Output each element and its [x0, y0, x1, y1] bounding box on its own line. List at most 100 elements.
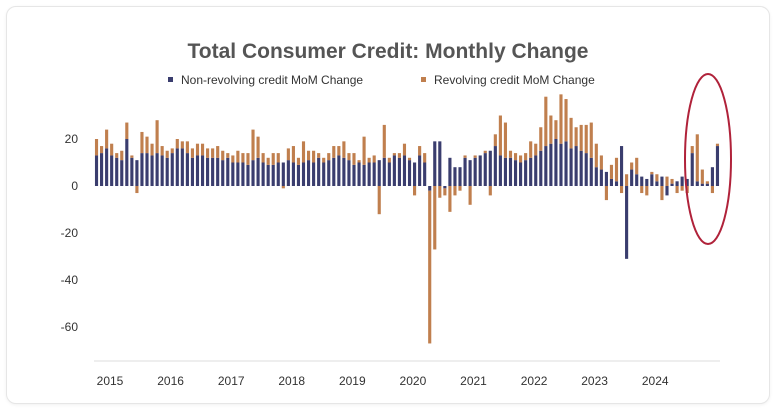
- bar-revolving: [443, 188, 447, 196]
- bar-revolving: [190, 148, 195, 158]
- bar-revolving: [468, 186, 472, 205]
- bar-revolving: [120, 150, 124, 161]
- bar-revolving: [185, 141, 189, 154]
- bar-nonrevolving: [493, 146, 497, 186]
- bar-revolving: [640, 186, 644, 194]
- bar-nonrevolving: [155, 153, 159, 186]
- bar-nonrevolving: [397, 157, 401, 186]
- bar-nonrevolving: [660, 176, 664, 186]
- bar-nonrevolving: [271, 164, 275, 186]
- bar-nonrevolving: [211, 157, 215, 186]
- bar-revolving: [175, 139, 179, 149]
- bar-revolving: [322, 157, 326, 163]
- bar-nonrevolving: [342, 157, 346, 186]
- bar-nonrevolving: [256, 157, 260, 186]
- bar-revolving: [296, 157, 301, 165]
- bar-revolving: [200, 143, 205, 156]
- bar-revolving: [700, 169, 704, 184]
- y-tick-label: -40: [61, 273, 79, 287]
- bar-nonrevolving: [317, 157, 321, 186]
- bar-revolving: [135, 186, 139, 194]
- bar-revolving: [534, 143, 538, 156]
- bar-nonrevolving: [483, 153, 487, 186]
- bar-revolving: [231, 155, 235, 163]
- bar-revolving: [524, 153, 528, 161]
- bar-nonrevolving: [110, 155, 114, 186]
- y-tick-label: -60: [61, 320, 79, 334]
- bar-nonrevolving: [362, 164, 366, 186]
- x-tick-label: 2024: [642, 374, 669, 388]
- bar-revolving: [306, 150, 311, 161]
- bar-revolving: [125, 122, 129, 139]
- bar-nonrevolving: [645, 178, 649, 186]
- x-tick-label: 2017: [218, 374, 245, 388]
- bar-nonrevolving: [281, 162, 285, 186]
- axis-layer: 20 0 -20 -40 -60 2015 2016 2017 2018 2019 2020 2021…: [61, 132, 669, 388]
- legend-label-revolving: Revolving credit MoM Change: [434, 73, 595, 87]
- bar-nonrevolving: [599, 169, 603, 186]
- bar-revolving: [438, 186, 442, 198]
- bar-revolving: [382, 124, 386, 158]
- bar-revolving: [695, 134, 699, 182]
- bar-revolving: [407, 157, 412, 161]
- bar-nonrevolving: [402, 155, 407, 186]
- bar-nonrevolving: [236, 162, 240, 186]
- bar-nonrevolving: [690, 153, 694, 186]
- bar-nonrevolving: [710, 167, 714, 186]
- bar-nonrevolving: [352, 164, 356, 186]
- bar-nonrevolving: [488, 150, 492, 186]
- bar-revolving: [377, 186, 381, 215]
- x-tick-label: 2022: [521, 374, 548, 388]
- bar-nonrevolving: [498, 155, 502, 186]
- bar-revolving: [564, 99, 568, 142]
- bar-nonrevolving: [195, 155, 200, 186]
- bar-revolving: [690, 146, 694, 154]
- bar-revolving: [599, 155, 603, 170]
- bar-nonrevolving: [135, 160, 139, 186]
- x-tick-label: 2015: [97, 374, 124, 388]
- bar-nonrevolving: [680, 176, 684, 186]
- bar-revolving: [680, 186, 684, 191]
- bar-nonrevolving: [554, 139, 558, 186]
- bar-nonrevolving: [276, 162, 280, 186]
- bar-nonrevolving: [508, 157, 513, 186]
- bar-revolving: [453, 186, 457, 196]
- bar-nonrevolving: [347, 160, 351, 186]
- bar-revolving: [655, 174, 659, 182]
- bar-nonrevolving: [327, 160, 331, 186]
- bar-revolving: [362, 136, 366, 165]
- chart-card: [6, 6, 770, 404]
- bar-nonrevolving: [251, 160, 255, 186]
- bar-nonrevolving: [246, 164, 250, 186]
- bar-nonrevolving: [125, 139, 129, 186]
- bar-nonrevolving: [221, 160, 225, 186]
- bar-revolving: [458, 186, 462, 191]
- bar-revolving: [433, 186, 437, 250]
- bar-nonrevolving: [387, 162, 391, 186]
- bar-nonrevolving: [458, 167, 462, 186]
- bar-revolving: [619, 186, 624, 194]
- bar-revolving: [105, 129, 109, 149]
- bar-nonrevolving: [261, 162, 265, 186]
- bar-revolving: [473, 155, 477, 158]
- bar-nonrevolving: [377, 160, 381, 186]
- bar-nonrevolving: [529, 157, 533, 186]
- bar-nonrevolving: [332, 157, 336, 186]
- bar-revolving: [529, 141, 533, 158]
- bar-nonrevolving: [312, 162, 316, 186]
- bar-revolving: [130, 155, 134, 158]
- bar-revolving: [317, 153, 321, 158]
- bar-nonrevolving: [559, 143, 563, 186]
- chart-title: Total Consumer Credit: Monthly Change: [188, 40, 589, 63]
- bar-revolving: [503, 122, 508, 158]
- bar-nonrevolving: [594, 167, 598, 186]
- bar-nonrevolving: [609, 178, 614, 186]
- bar-nonrevolving: [544, 146, 548, 186]
- bar-nonrevolving: [574, 146, 578, 186]
- bar-nonrevolving: [569, 148, 573, 186]
- bar-revolving: [392, 153, 396, 156]
- bar-revolving: [291, 146, 295, 163]
- bar-revolving: [625, 174, 629, 186]
- bar-nonrevolving: [241, 162, 245, 186]
- bar-revolving: [367, 157, 371, 163]
